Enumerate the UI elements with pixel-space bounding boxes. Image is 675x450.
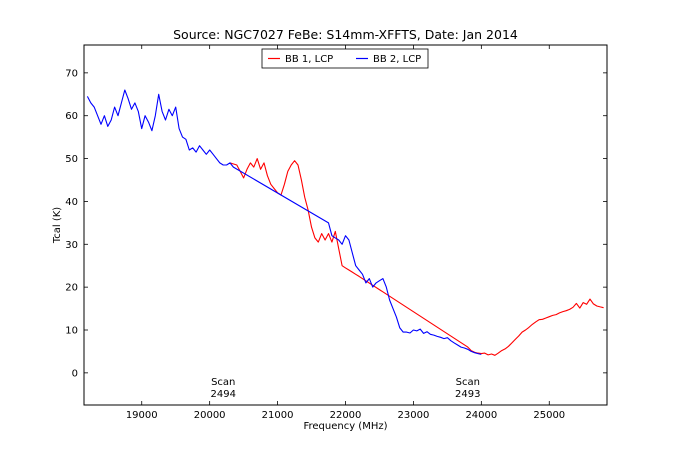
y-tick-label: 50 [65,154,78,165]
x-tick-label: 19000 [126,410,158,421]
y-tick-label: 70 [65,68,78,79]
x-axis: 19000 20000 21000 22000 23000 24000 25000 [126,45,565,421]
legend-box [261,48,429,69]
y-tick-label: 60 [65,111,78,122]
scan-annotation-text: Scan [456,377,480,388]
y-tick-label: 20 [65,283,78,294]
x-tick-label: 25000 [533,410,565,421]
legend: BB 1, LCP BB 2, LCP [261,48,429,69]
x-tick-label: 21000 [262,410,294,421]
plot-area [83,44,608,406]
y-tick-label: 30 [65,240,78,251]
x-axis-label: Frequency (MHz) [303,421,387,432]
x-tick-label: 24000 [465,410,497,421]
x-tick-label: 20000 [194,410,226,421]
scan-annotation-text: Scan [211,377,235,388]
y-tick-label: 40 [65,197,78,208]
scan-annotation-text: 2494 [211,389,236,400]
y-tick-label: 10 [65,326,78,337]
chart-title: Source: NGC7027 FeBe: S14mm-XFFTS, Date:… [173,27,518,42]
series-line-2 [86,89,482,355]
x-tick-label: 23000 [398,410,430,421]
legend-label-2: BB 2, LCP [373,54,421,65]
y-axis-label: Tcal (K) [52,207,63,244]
plot-background [84,45,607,405]
legend-label-1: BB 1, LCP [285,54,333,65]
y-axis: 0 10 20 30 40 50 60 70 [65,68,607,379]
x-tick-label: 22000 [330,410,362,421]
y-tick-label: 0 [72,368,78,379]
scan-annotation-text: 2493 [455,389,480,400]
